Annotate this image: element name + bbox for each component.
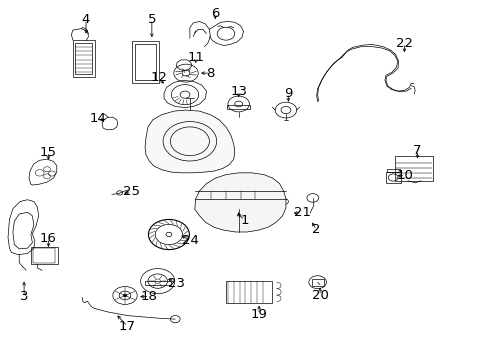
Bar [31,247,58,264]
Text: 20: 20 [311,289,328,302]
Text: 19: 19 [250,308,267,321]
Text: 3: 3 [20,290,28,303]
Bar [73,40,95,77]
Text: 17: 17 [119,320,136,333]
Text: 8: 8 [206,67,214,80]
Text: 6: 6 [211,7,219,20]
Bar [385,172,400,183]
Text: 22: 22 [395,36,412,50]
Bar [227,105,249,109]
Text: 18: 18 [141,290,158,303]
Bar [386,168,399,172]
Text: 4: 4 [81,13,90,26]
Bar [225,281,272,303]
Polygon shape [194,173,285,232]
Text: 9: 9 [284,87,292,100]
Text: 5: 5 [147,13,156,26]
Circle shape [123,294,127,297]
Text: 7: 7 [412,144,421,157]
Text: 25: 25 [122,185,140,198]
Text: 14: 14 [90,112,106,125]
Text: 23: 23 [167,277,184,290]
Bar [144,281,171,285]
Text: 12: 12 [150,71,167,84]
Bar [135,44,156,80]
Polygon shape [145,110,234,173]
Text: 10: 10 [396,169,413,182]
Text: 2: 2 [312,223,320,236]
Bar [311,279,324,286]
Text: 24: 24 [182,234,199,247]
Bar [132,41,159,83]
Bar [75,42,92,74]
Text: 13: 13 [230,85,246,98]
Text: 1: 1 [240,214,248,227]
Text: 21: 21 [293,207,310,220]
Bar [33,248,55,263]
Bar [394,156,432,181]
Text: 15: 15 [40,145,57,158]
Text: 11: 11 [187,51,204,64]
Text: 16: 16 [40,231,57,244]
